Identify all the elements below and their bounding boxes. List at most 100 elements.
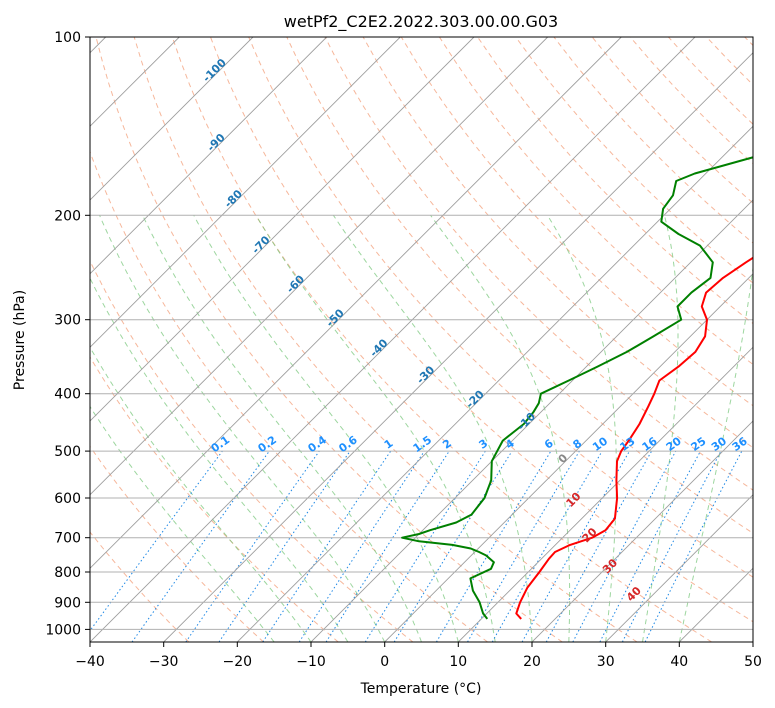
mixing-ratio-line <box>644 450 743 642</box>
y-tick-label: 800 <box>54 565 81 581</box>
dry-adiabat-line <box>515 37 753 284</box>
mixing-ratio-line <box>131 450 270 642</box>
mixing-ratio-line <box>467 450 580 642</box>
mixing-ratio-line <box>521 450 630 642</box>
dry-adiabat-label: -10 <box>515 410 538 433</box>
isotherm-line <box>310 199 753 642</box>
moist-adiabat-line <box>255 215 496 642</box>
mixing-ratio-label: 2 <box>440 437 454 452</box>
temperature-profile <box>515 256 753 620</box>
y-tick-label: 400 <box>54 387 81 403</box>
dry-adiabat-line <box>133 37 638 642</box>
dry-adiabat-line <box>90 531 190 642</box>
dry-adiabat-line <box>438 37 753 366</box>
mixing-ratio-line <box>364 450 486 642</box>
x-tick-label: 50 <box>744 654 762 670</box>
moist-adiabat-label: 30 <box>600 556 620 576</box>
y-tick-label: 500 <box>54 444 81 460</box>
dry-adiabat-line <box>400 37 753 407</box>
moist-adiabat-line <box>642 215 679 642</box>
dry-adiabat-label: -90 <box>205 131 228 154</box>
dry-adiabat-line <box>744 37 753 47</box>
moist-adiabat-line <box>678 264 753 642</box>
y-tick-label: 300 <box>54 313 81 329</box>
mixing-ratio-line <box>435 450 552 642</box>
dry-adiabat-label: -50 <box>324 306 347 329</box>
dry-adiabat-label: -80 <box>222 187 245 210</box>
isotherm-line <box>90 37 401 348</box>
x-tick-label: 10 <box>449 654 467 670</box>
x-tick-label: −30 <box>149 654 179 670</box>
x-axis-label: Temperature (°C) <box>360 681 482 697</box>
plot-area: 0.1 0.2 0.4 0.6 1 1.5 2 3 4 6 8 10 13 16 20 25 30 36-100-… <box>90 37 753 642</box>
isotherm-line <box>90 37 696 642</box>
moist-adiabat-line <box>193 215 459 642</box>
moist-adiabat-line <box>90 277 349 642</box>
isotherm-line <box>163 52 753 642</box>
mixing-ratio-label: 0.4 <box>306 433 330 455</box>
dry-adiabat-line <box>668 37 753 125</box>
moist-adiabat-line <box>90 405 275 642</box>
y-tick-label: 200 <box>54 208 81 224</box>
moist-adiabat-line <box>332 215 533 642</box>
dry-adiabat-line <box>248 37 753 578</box>
dry-adiabat-line <box>90 356 339 642</box>
y-tick-label: 100 <box>54 30 81 46</box>
y-axis-label: Pressure (hPa) <box>12 290 28 390</box>
dry-adiabat-line <box>591 37 753 204</box>
dry-adiabat-label: -100 <box>200 56 229 85</box>
isotherm-line <box>236 125 753 642</box>
dewpoint-profile <box>401 156 753 620</box>
isotherm-line <box>531 420 753 642</box>
grid <box>90 37 753 642</box>
dry-adiabat-label: -30 <box>414 363 437 386</box>
dry-adiabats <box>90 37 753 642</box>
mixing-ratio-lines <box>90 450 743 642</box>
isotherm-line <box>384 273 753 642</box>
mixing-ratio-label: 0.1 <box>209 433 232 455</box>
moist-adiabat-label: 40 <box>624 584 644 604</box>
x-tick-label: −20 <box>223 654 253 670</box>
isotherm-line <box>90 37 254 201</box>
moist-adiabat-line <box>547 215 617 642</box>
isotherm-line <box>605 494 753 642</box>
dry-adiabat-line <box>90 259 414 642</box>
mixing-ratio-line <box>262 450 392 642</box>
y-tick-label: 600 <box>54 491 81 507</box>
isotherm-line <box>90 37 622 569</box>
dry-adiabat-label: -40 <box>367 336 390 359</box>
mixing-ratio-line <box>185 450 320 642</box>
x-tick-label: 20 <box>523 654 541 670</box>
mixing-ratio-line <box>218 450 351 642</box>
y-tick-label: 900 <box>54 595 81 611</box>
dry-adiabat-line <box>90 445 264 642</box>
dry-adiabat-line <box>171 37 712 642</box>
isotherm-line <box>457 346 753 642</box>
x-tick-label: −10 <box>296 654 326 670</box>
dry-adiabat-line <box>706 37 753 86</box>
mixing-ratio-line <box>90 450 223 632</box>
axes: −40 −30 −20 −10 0 10 20 30 40 5010020030040050060… <box>45 30 762 670</box>
dry-adiabat-line <box>210 37 753 623</box>
series-group <box>401 156 753 620</box>
moist-adiabat-line <box>90 346 312 642</box>
mixing-ratio-label: 1.5 <box>411 433 434 455</box>
isotherm-line <box>678 567 753 642</box>
mixing-ratio-line <box>325 450 450 642</box>
isotherm-line <box>90 37 549 496</box>
dry-adiabat-line <box>90 150 488 642</box>
x-tick-label: −40 <box>75 654 105 670</box>
isotherm-line <box>752 641 753 642</box>
mixing-ratio-label: 0.6 <box>336 433 360 455</box>
mixing-ratio-line <box>298 450 425 642</box>
moist-adiabat-label: 20 <box>580 525 600 545</box>
y-tick-label: 700 <box>54 531 81 547</box>
y-tick-label: 1000 <box>45 622 81 638</box>
chart-title: wetPf2_C2E2.2022.303.00.00.G03 <box>284 12 558 32</box>
mixing-ratio-line <box>572 450 677 642</box>
x-tick-label: 40 <box>670 654 688 670</box>
plot-frame <box>89 36 754 643</box>
dry-adiabat-line <box>95 37 563 642</box>
mixing-ratio-line <box>393 450 513 642</box>
